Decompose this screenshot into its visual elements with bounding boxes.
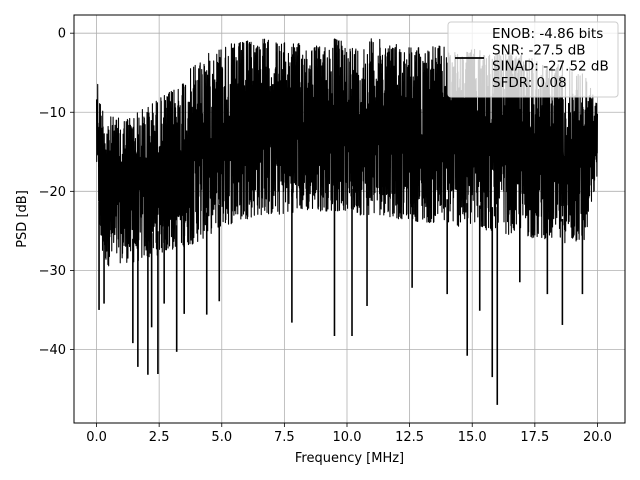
legend-entry: ENOB: -4.86 bits — [492, 26, 603, 42]
legend-entry: SINAD: -27.52 dB — [492, 59, 609, 75]
x-tick-label: 5.0 — [211, 430, 232, 445]
x-tick-label: 0.0 — [86, 430, 107, 445]
y-tick-label: −30 — [39, 264, 66, 279]
legend-entry: SFDR: 0.08 — [492, 75, 567, 91]
y-tick-label: 0 — [58, 27, 66, 42]
x-tick-label: 12.5 — [395, 430, 424, 445]
x-tick-label: 20.0 — [583, 430, 612, 445]
legend-box — [447, 21, 619, 98]
x-axis-label: Frequency [MHz] — [295, 451, 404, 466]
x-tick-label: 15.0 — [458, 430, 487, 445]
axes-frame — [73, 14, 626, 424]
x-tick-label: 17.5 — [520, 430, 549, 445]
x-tick-label: 2.5 — [149, 430, 170, 445]
y-axis-label: PSD [dB] — [15, 190, 30, 248]
psd-series — [95, 38, 598, 405]
x-tick-label: 7.5 — [274, 430, 295, 445]
x-axis-ticks: 0.0 2.5 5.0 7.5 10.0 12.5 15.0 17.5 20.0 — [86, 423, 612, 445]
psd-trace — [95, 38, 598, 267]
x-tick-label: 10.0 — [333, 430, 362, 445]
y-tick-label: −20 — [39, 185, 66, 200]
legend-entry: SNR: -27.5 dB — [492, 42, 586, 58]
y-axis-ticks: 0 −10 −20 −30 −40 — [39, 27, 74, 358]
y-tick-label: −40 — [39, 343, 66, 358]
y-tick-label: −10 — [39, 106, 66, 121]
